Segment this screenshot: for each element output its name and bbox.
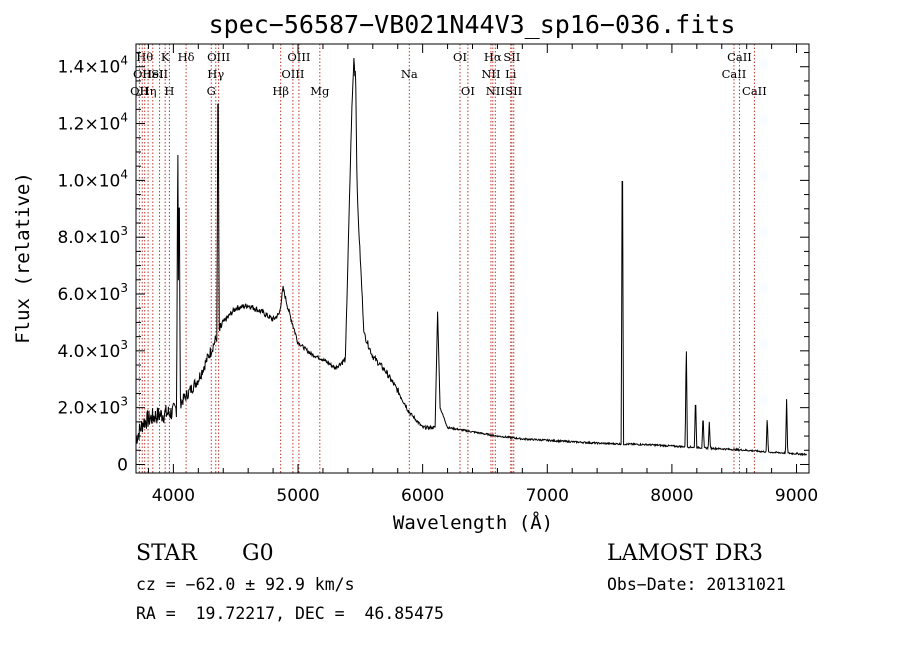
marker-label-23: SII	[503, 50, 520, 64]
marker-label-16: Na	[401, 67, 418, 81]
marker-label-26: CaII	[727, 50, 752, 64]
marker-label-0: OII	[130, 84, 149, 98]
marker-label-8: Hδ	[178, 50, 195, 64]
marker-label-4: HeI	[142, 67, 163, 81]
marker-label-9: G	[207, 84, 216, 98]
y-tick-label: 4.0×103	[57, 338, 128, 362]
marker-label-25: CaII	[722, 67, 747, 81]
y-tick-label: 8.0×103	[57, 224, 128, 248]
marker-label-6: K	[161, 50, 170, 64]
y-tick-exponent: 3	[120, 338, 128, 352]
y-tick-mantissa: 2.0×10	[57, 399, 120, 419]
plot-frame	[135, 43, 810, 474]
y-tick-mantissa: 4.0×10	[57, 342, 120, 362]
spectrum-line	[135, 57, 807, 457]
marker-label-15: Mg	[310, 84, 330, 98]
observation-date: Obs−Date: 20131021	[607, 575, 786, 594]
marker-label-2: Hθ	[136, 50, 153, 64]
marker-label-14: OIII	[287, 50, 310, 64]
y-tick-exponent: 4	[120, 167, 128, 181]
x-tick-label: 7000	[526, 486, 569, 506]
marker-label-10: Hγ	[207, 67, 224, 81]
marker-label-5: SII	[151, 67, 168, 81]
y-tick-mantissa: 0	[117, 455, 128, 475]
y-tick-exponent: 4	[120, 54, 128, 68]
x-tick-label: 6000	[401, 486, 444, 506]
y-tick-exponent: 4	[120, 111, 128, 125]
marker-label-1: OII	[133, 67, 152, 81]
x-tick-label: 4000	[152, 486, 195, 506]
object-class: STAR	[136, 541, 198, 566]
emission-line-markers: OIIOIIHθHηHeISIIKHHδGHγOIIIHβOIIIOIIIMgN…	[130, 44, 767, 473]
chart-title: spec−56587−VB021N44V3_sp16−036.fits	[209, 10, 736, 39]
y-tick-exponent: 3	[120, 224, 128, 238]
y-tick-label: 1.2×104	[57, 111, 128, 135]
spectrum-series	[135, 57, 807, 457]
y-tick-label: 0	[117, 455, 128, 475]
marker-label-20: Hα	[484, 50, 502, 64]
x-tick-label: 9000	[775, 486, 818, 506]
marker-label-12: Hβ	[272, 84, 289, 98]
y-tick-exponent: 3	[120, 281, 128, 295]
marker-label-27: CaII	[742, 84, 767, 98]
marker-label-24: SII	[505, 84, 522, 98]
marker-label-7: H	[164, 84, 174, 98]
axis-ticks	[136, 44, 809, 473]
x-tick-label: 8000	[650, 486, 693, 506]
marker-label-3: Hη	[140, 84, 157, 98]
marker-label-18: OI	[461, 84, 475, 98]
x-tick-label: 5000	[276, 486, 319, 506]
y-tick-label: 2.0×103	[57, 395, 128, 419]
marker-label-19: NII	[481, 67, 500, 81]
survey-name: LAMOST DR3	[607, 541, 763, 566]
x-axis-label: Wavelength (Å)	[393, 511, 553, 534]
redshift-cz: cz = −62.0 ± 92.9 km/s	[136, 575, 355, 594]
y-tick-mantissa: 1.0×10	[57, 171, 120, 191]
y-tick-mantissa: 1.2×10	[57, 115, 120, 135]
x-tick-labels: 4000 5000 6000 7000 8000 9000	[152, 486, 818, 506]
marker-label-17: OI	[453, 50, 467, 64]
y-tick-mantissa: 6.0×10	[57, 285, 120, 305]
spectral-subclass: G0	[242, 541, 274, 566]
y-axis-label: Flux (relative)	[12, 172, 34, 344]
y-tick-mantissa: 1.4×10	[57, 58, 120, 78]
y-tick-label: 6.0×103	[57, 281, 128, 305]
y-tick-label: 1.4×104	[57, 54, 128, 78]
sky-coordinates: RA = 19.72217, DEC = 46.85475	[136, 604, 444, 623]
marker-label-11: OIII	[207, 50, 230, 64]
y-tick-exponent: 3	[120, 395, 128, 409]
marker-label-21: NII	[486, 84, 505, 98]
y-tick-labels: 02.0×1034.0×1036.0×1038.0×1031.0×1041.2×…	[57, 54, 128, 476]
marker-label-22: Li	[505, 67, 517, 81]
y-tick-label: 1.0×104	[57, 167, 128, 191]
y-tick-mantissa: 8.0×10	[57, 228, 120, 248]
marker-label-13: OIII	[281, 67, 304, 81]
